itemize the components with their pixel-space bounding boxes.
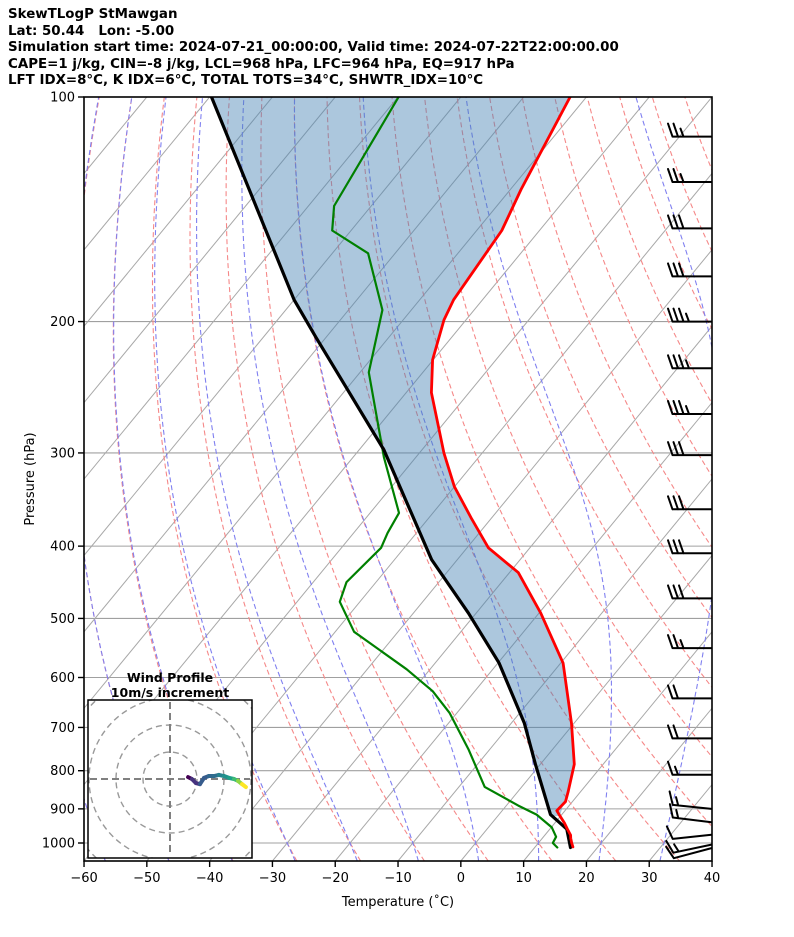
simulation-times: Simulation start time: 2024-07-21_00:00:… xyxy=(8,40,619,55)
wind-barb xyxy=(667,684,713,700)
dewpoint-curve xyxy=(331,97,559,849)
svg-text:10: 10 xyxy=(515,871,532,886)
svg-text:30: 30 xyxy=(641,871,658,886)
y-axis-label: Pressure (hPa) xyxy=(23,432,38,525)
wind-barb xyxy=(667,354,713,370)
wind-barbs xyxy=(665,122,713,860)
wind-barb xyxy=(667,441,713,457)
svg-text:200: 200 xyxy=(50,315,75,330)
hodograph-grid xyxy=(88,700,252,858)
wind-barb xyxy=(667,168,713,183)
wind-barb xyxy=(668,803,713,824)
wind-barb xyxy=(668,790,713,810)
stability-indices-2: LFT IDX=8°C, K IDX=6°C, TOTAL TOTS=34°C,… xyxy=(8,73,484,88)
svg-text:−60: −60 xyxy=(70,871,97,886)
svg-text:20: 20 xyxy=(578,871,595,886)
svg-text:300: 300 xyxy=(50,446,75,461)
x-axis-ticks: −60 −50 −40 −30 −20 −10 0 10 20 30 40 xyxy=(70,861,720,886)
wind-barb xyxy=(667,400,713,415)
hodograph-subtitle: 10m/s increment xyxy=(111,685,229,700)
wind-barb xyxy=(667,584,713,600)
hodograph-trace xyxy=(186,772,248,790)
svg-text:1000: 1000 xyxy=(42,837,75,852)
wind-barb xyxy=(667,495,713,511)
hodograph-title: Wind Profile xyxy=(127,670,213,685)
svg-text:0: 0 xyxy=(457,871,465,886)
svg-text:700: 700 xyxy=(50,721,75,736)
svg-text:100: 100 xyxy=(50,91,75,106)
svg-text:−10: −10 xyxy=(384,871,411,886)
wind-barb xyxy=(667,760,713,776)
wind-barb xyxy=(667,122,713,138)
wind-barb xyxy=(667,539,713,555)
y-axis-ticks: 100 200 300 400 500 600 700 800 900 1000 xyxy=(42,91,84,852)
wind-barb xyxy=(665,825,713,840)
figure-title: SkewTLogP StMawgan xyxy=(8,7,178,22)
svg-text:−20: −20 xyxy=(322,871,349,886)
wind-barb xyxy=(667,307,713,323)
wind-barb xyxy=(665,845,713,860)
svg-text:−50: −50 xyxy=(133,871,160,886)
svg-text:500: 500 xyxy=(50,612,75,627)
stability-indices-1: CAPE=1 j/kg, CIN=-8 j/kg, LCL=968 hPa, L… xyxy=(8,57,515,72)
wind-barb xyxy=(665,839,713,854)
wind-barb xyxy=(667,724,713,740)
svg-text:40: 40 xyxy=(704,871,721,886)
svg-text:600: 600 xyxy=(50,671,75,686)
svg-text:800: 800 xyxy=(50,764,75,779)
svg-text:−30: −30 xyxy=(259,871,286,886)
wind-barb xyxy=(667,214,713,230)
svg-text:−40: −40 xyxy=(196,871,223,886)
wind-barb xyxy=(667,634,713,650)
wind-barb xyxy=(667,262,713,278)
location-line: Lat: 50.44 Lon: -5.00 xyxy=(8,24,175,39)
svg-text:400: 400 xyxy=(50,540,75,555)
svg-text:900: 900 xyxy=(50,802,75,817)
x-axis-label: Temperature (˚C) xyxy=(341,894,454,910)
hodograph-inset xyxy=(87,699,253,859)
parcel-curve xyxy=(209,97,573,850)
temperature-curve xyxy=(430,97,576,849)
